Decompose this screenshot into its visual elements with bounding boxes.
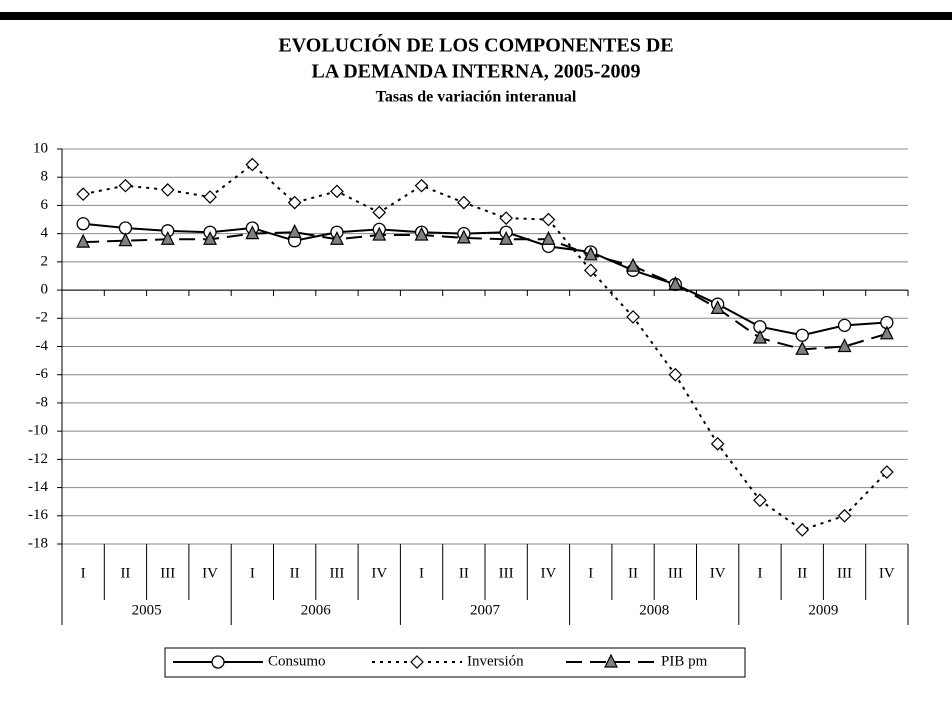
- x-tick-label: III: [668, 565, 683, 581]
- marker: [245, 157, 260, 172]
- y-tick-label: -6: [36, 366, 49, 382]
- x-tick-label: IV: [541, 565, 557, 581]
- x-tick-label: IV: [710, 565, 726, 581]
- marker: [457, 195, 471, 210]
- marker: [211, 655, 225, 669]
- x-tick-label: II: [120, 565, 130, 581]
- marker: [753, 493, 767, 508]
- marker: [752, 329, 767, 344]
- marker: [668, 276, 683, 291]
- marker: [245, 225, 260, 240]
- marker: [118, 221, 133, 235]
- marker: [287, 195, 302, 210]
- x-tick-label: I: [250, 565, 255, 581]
- x-tick-label: I: [419, 565, 424, 581]
- marker: [710, 300, 725, 315]
- marker: [118, 232, 133, 247]
- marker: [499, 211, 513, 225]
- marker: [76, 233, 91, 248]
- y-tick-label: 6: [41, 197, 49, 213]
- marker: [795, 328, 809, 342]
- y-tick-label: 8: [41, 169, 49, 185]
- x-tick-label: II: [290, 565, 300, 581]
- series-line: [83, 222, 887, 337]
- x-tick-label: I: [757, 565, 762, 581]
- marker: [583, 246, 598, 261]
- marker: [626, 257, 641, 272]
- y-tick-label: 0: [41, 282, 49, 298]
- marker: [330, 184, 344, 199]
- y-tick-label: -12: [28, 451, 48, 467]
- marker: [414, 178, 429, 193]
- marker: [541, 212, 556, 227]
- series-line: [83, 231, 888, 351]
- marker: [329, 230, 344, 245]
- year-label: 2008: [639, 602, 669, 618]
- marker: [795, 523, 810, 537]
- legend-label: PIB pm: [661, 653, 708, 669]
- x-tick-label: III: [160, 565, 175, 581]
- x-tick-label: IV: [202, 565, 218, 581]
- chart-title: LA DEMANDA INTERNA, 2005-2009: [312, 61, 641, 83]
- x-tick-label: II: [459, 565, 469, 581]
- marker: [604, 653, 618, 668]
- marker: [203, 230, 218, 245]
- x-tick-label: III: [499, 565, 514, 581]
- marker: [626, 310, 640, 324]
- x-tick-label: I: [81, 565, 86, 581]
- marker: [372, 226, 387, 241]
- marker: [160, 183, 175, 197]
- x-tick-label: I: [588, 565, 593, 581]
- marker: [76, 217, 90, 231]
- y-tick-label: -8: [36, 394, 49, 410]
- marker: [668, 367, 683, 382]
- marker: [795, 340, 810, 355]
- marker: [203, 190, 217, 204]
- legend-label: Inversión: [467, 653, 524, 669]
- x-tick-label: IV: [879, 565, 895, 581]
- marker: [372, 205, 387, 220]
- marker: [710, 436, 725, 451]
- legend-label: Consumo: [268, 653, 326, 669]
- x-tick-label: IV: [371, 565, 387, 581]
- y-tick-label: 2: [41, 253, 49, 269]
- marker: [410, 655, 424, 669]
- marker: [879, 325, 894, 340]
- marker: [837, 508, 852, 523]
- year-label: 2006: [301, 602, 332, 618]
- x-tick-label: III: [329, 565, 344, 581]
- marker: [118, 178, 133, 193]
- top-rule: [0, 12, 952, 20]
- series-line: [82, 163, 888, 532]
- y-tick-label: 4: [41, 225, 49, 241]
- year-label: 2007: [470, 602, 501, 618]
- x-tick-label: II: [628, 565, 638, 581]
- marker: [541, 230, 556, 245]
- marker: [414, 226, 429, 241]
- y-tick-label: -4: [36, 338, 49, 354]
- year-label: 2009: [808, 602, 838, 618]
- marker: [837, 318, 852, 332]
- chart-title: EVOLUCIÓN DE LOS COMPONENTES DE: [278, 33, 673, 57]
- y-tick-label: -14: [28, 479, 48, 495]
- marker: [880, 465, 894, 479]
- y-tick-label: -16: [28, 507, 48, 523]
- marker: [456, 229, 471, 244]
- marker: [160, 230, 175, 245]
- y-tick-label: -2: [36, 310, 49, 326]
- marker: [287, 223, 302, 238]
- year-label: 2005: [132, 602, 162, 618]
- marker: [499, 230, 514, 245]
- marker: [583, 263, 598, 278]
- x-tick-label: II: [797, 565, 807, 581]
- chart-subtitle: Tasas de variación interanual: [376, 89, 577, 106]
- marker: [76, 187, 90, 201]
- y-tick-label: -10: [28, 423, 48, 439]
- y-tick-label: -18: [28, 535, 48, 551]
- y-tick-label: 10: [33, 140, 48, 156]
- marker: [837, 338, 852, 353]
- x-tick-label: III: [837, 565, 852, 581]
